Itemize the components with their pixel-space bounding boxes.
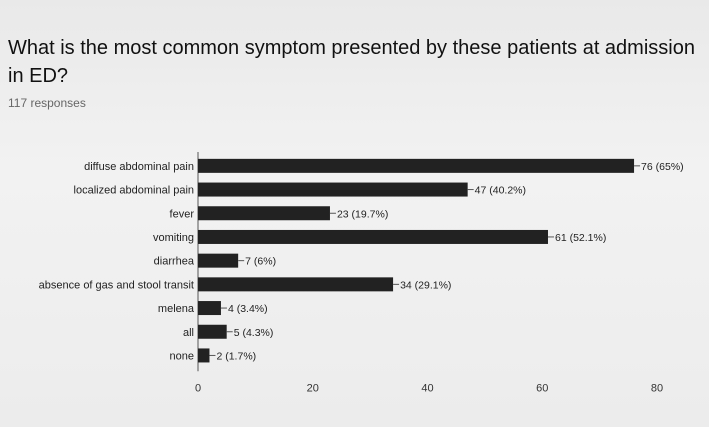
data-label: 2 (1.7%) <box>216 350 256 362</box>
bar <box>198 182 468 197</box>
category-label: none <box>170 350 194 362</box>
x-tick-label: 40 <box>421 382 433 394</box>
data-label: 5 (4.3%) <box>234 327 274 339</box>
data-label: 34 (29.1%) <box>400 279 451 291</box>
bar <box>198 277 394 292</box>
bar <box>198 253 239 268</box>
category-label: melena <box>158 303 195 315</box>
data-label: 23 (19.7%) <box>337 208 388 220</box>
bar <box>198 206 330 221</box>
category-label: diffuse abdominal pain <box>84 161 194 173</box>
category-label: all <box>183 327 194 339</box>
bar <box>198 301 221 316</box>
data-label: 47 (40.2%) <box>475 185 526 197</box>
chart-title: What is the most common symptom presente… <box>8 37 695 87</box>
bar <box>198 158 635 173</box>
category-label: vomiting <box>153 232 194 244</box>
bar <box>198 229 548 244</box>
category-label: absence of gas and stool transit <box>39 279 194 291</box>
data-label: 61 (52.1%) <box>555 232 606 244</box>
x-tick-label: 20 <box>307 382 319 394</box>
response-count: 117 responses <box>8 96 86 110</box>
category-label: localized abdominal pain <box>74 185 194 197</box>
data-label: 7 (6%) <box>245 256 276 268</box>
x-tick-label: 60 <box>536 382 548 394</box>
x-tick-label: 80 <box>651 382 663 394</box>
bar <box>198 324 227 339</box>
data-label: 76 (65%) <box>641 161 684 173</box>
category-label: diarrhea <box>154 256 195 268</box>
bar <box>198 348 210 363</box>
x-tick-label: 0 <box>195 382 201 394</box>
data-label: 4 (3.4%) <box>228 303 268 315</box>
category-label: fever <box>170 208 195 220</box>
